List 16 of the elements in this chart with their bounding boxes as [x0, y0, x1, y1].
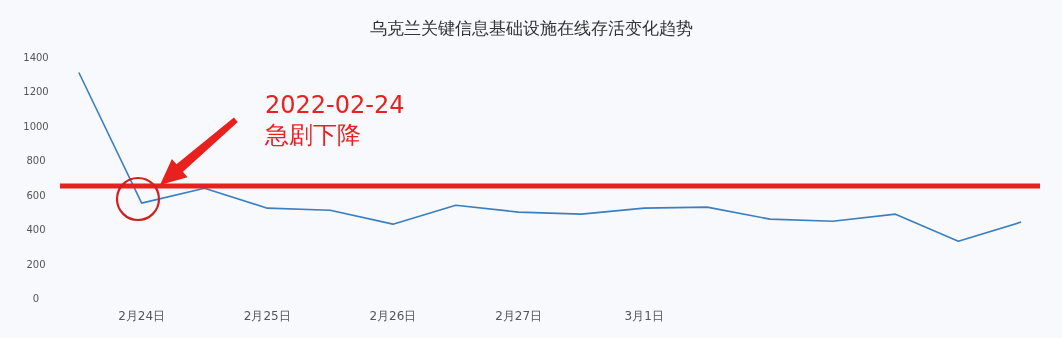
y-tick-label: 800 — [26, 155, 46, 167]
x-tick-label: 2月26日 — [369, 309, 417, 323]
y-tick-label: 400 — [26, 224, 46, 236]
chart-title: 乌克兰关键信息基础设施在线存活变化趋势 — [369, 18, 693, 38]
x-tick-label: 2月25日 — [243, 309, 291, 323]
line-series — [78, 71, 1022, 242]
y-tick-label: 0 — [32, 293, 40, 304]
y-tick-label: 1200 — [23, 86, 49, 98]
x-tick-label: 2月27日 — [495, 309, 543, 323]
y-tick-label: 1000 — [23, 120, 49, 132]
y-tick-label: 1400 — [23, 52, 49, 63]
y-tick-label: 200 — [26, 258, 46, 270]
x-tick-label: 3月1日 — [624, 309, 664, 323]
y-tick-label: 600 — [26, 189, 46, 201]
x-tick-label: 2月24日 — [118, 309, 166, 323]
annotation: 2022-02-24 急剧下降 — [264, 91, 405, 149]
